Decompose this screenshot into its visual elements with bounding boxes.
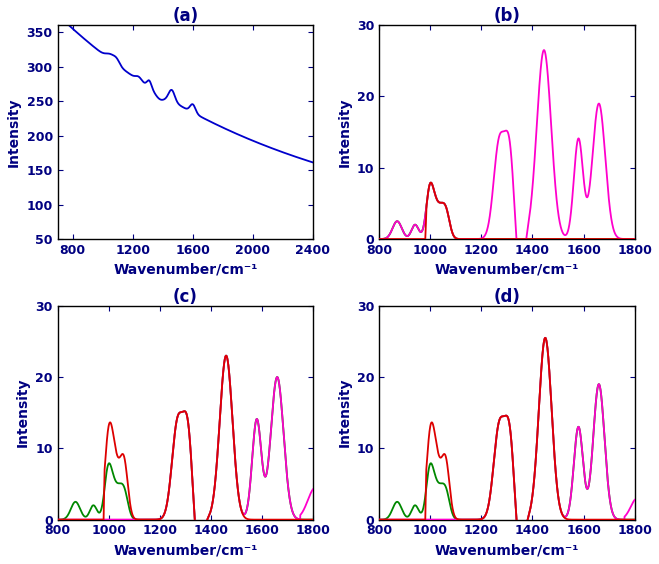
- Title: (c): (c): [173, 288, 198, 306]
- X-axis label: Wavenumber/cm⁻¹: Wavenumber/cm⁻¹: [113, 543, 258, 557]
- Title: (a): (a): [172, 7, 198, 25]
- X-axis label: Wavenumber/cm⁻¹: Wavenumber/cm⁻¹: [113, 262, 258, 276]
- Title: (b): (b): [494, 7, 521, 25]
- Y-axis label: Intensity: Intensity: [337, 378, 351, 447]
- X-axis label: Wavenumber/cm⁻¹: Wavenumber/cm⁻¹: [435, 262, 579, 276]
- Title: (d): (d): [494, 288, 521, 306]
- Y-axis label: Intensity: Intensity: [337, 98, 351, 167]
- Y-axis label: Intensity: Intensity: [16, 378, 30, 447]
- Y-axis label: Intensity: Intensity: [7, 98, 21, 167]
- X-axis label: Wavenumber/cm⁻¹: Wavenumber/cm⁻¹: [435, 543, 579, 557]
